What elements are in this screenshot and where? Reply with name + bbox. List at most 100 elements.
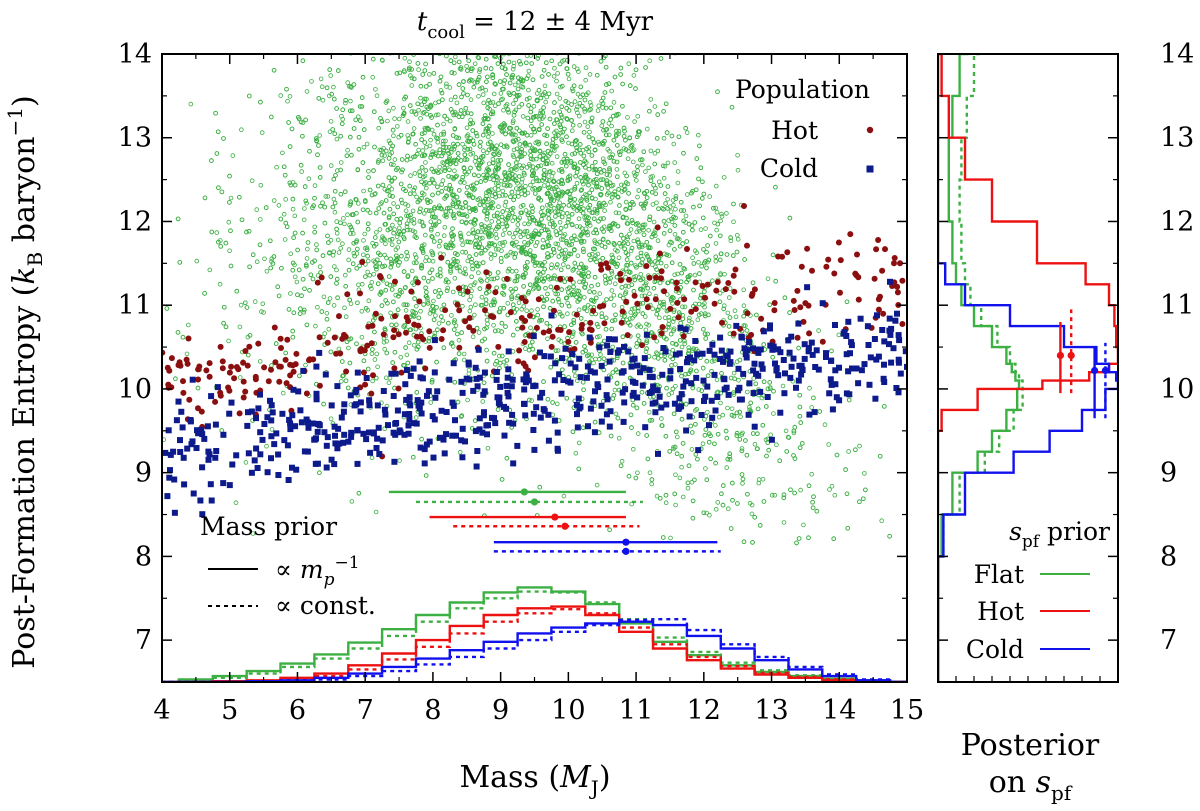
flat-sample-point <box>703 226 708 231</box>
flat-sample-point <box>729 105 735 110</box>
flat-sample-point <box>546 178 552 183</box>
flat-sample-point <box>655 112 660 117</box>
flat-sample-point <box>259 130 265 135</box>
flat-sample-point <box>556 299 562 305</box>
flat-sample-point <box>604 49 608 53</box>
flat-sample-point <box>545 239 550 245</box>
flat-sample-point <box>300 230 305 236</box>
flat-sample-point <box>452 168 457 174</box>
flat-sample-point <box>484 347 489 353</box>
flat-sample-point <box>238 302 244 308</box>
flat-sample-point <box>583 77 588 83</box>
flat-sample-point <box>423 160 428 165</box>
flat-sample-point <box>308 272 314 278</box>
flat-sample-point <box>375 364 380 370</box>
flat-sample-point <box>412 296 417 301</box>
flat-sample-point <box>403 308 409 313</box>
flat-sample-point <box>549 58 554 64</box>
flat-sample-point <box>501 107 506 113</box>
flat-sample-point <box>444 84 449 89</box>
flat-sample-point <box>693 421 698 427</box>
flat-sample-point <box>321 294 327 300</box>
flat-sample-point <box>347 360 353 366</box>
flat-sample-point <box>540 237 546 243</box>
flat-sample-point <box>619 458 625 464</box>
flat-sample-point <box>768 432 773 438</box>
flat-sample-point <box>723 428 729 434</box>
flat-sample-point <box>630 446 636 452</box>
flat-sample-point <box>597 291 602 296</box>
flat-sample-point <box>538 163 544 169</box>
flat-sample-point <box>303 362 308 368</box>
flat-sample-point <box>451 43 455 47</box>
flat-sample-point <box>497 79 503 84</box>
flat-sample-point <box>436 321 442 326</box>
flat-sample-point <box>355 201 361 206</box>
flat-sample-point <box>719 211 724 217</box>
flat-sample-point <box>317 264 323 270</box>
flat-sample-point <box>408 173 413 178</box>
flat-sample-point <box>623 199 629 205</box>
flat-sample-point <box>343 283 349 289</box>
flat-sample-point <box>427 181 432 186</box>
flat-sample-point <box>493 247 499 252</box>
flat-sample-point <box>254 207 260 212</box>
flat-sample-point <box>686 463 692 469</box>
flat-sample-point <box>822 422 828 428</box>
flat-sample-point <box>573 138 579 143</box>
flat-sample-point <box>477 69 482 74</box>
flat-sample-point <box>566 217 571 222</box>
flat-sample-point <box>724 252 730 257</box>
flat-sample-point <box>497 241 503 246</box>
flat-sample-point <box>520 43 524 47</box>
flat-sample-point <box>390 222 395 228</box>
flat-sample-point <box>371 49 375 53</box>
flat-sample-point <box>792 490 797 496</box>
flat-sample-point <box>345 212 350 218</box>
flat-sample-point <box>442 113 448 119</box>
flat-sample-point <box>489 143 495 148</box>
flat-sample-point <box>257 242 263 248</box>
flat-sample-point <box>290 206 296 212</box>
flat-sample-point <box>604 178 610 183</box>
flat-sample-point <box>529 124 534 129</box>
flat-sample-point <box>661 109 666 114</box>
flat-sample-point <box>436 219 442 224</box>
flat-sample-point <box>806 535 811 540</box>
flat-sample-point <box>411 126 417 131</box>
flat-sample-point <box>188 101 194 107</box>
flat-sample-point <box>450 289 456 295</box>
flat-sample-point <box>744 452 750 458</box>
flat-sample-point <box>629 501 634 507</box>
flat-sample-point <box>550 298 556 304</box>
flat-sample-point <box>595 282 601 288</box>
flat-sample-point <box>327 67 333 72</box>
flat-sample-point <box>598 59 604 64</box>
flat-sample-point <box>594 171 600 177</box>
flat-sample-point <box>718 251 724 257</box>
flat-sample-point <box>369 455 375 461</box>
flat-sample-point <box>292 274 298 280</box>
flat-sample-point <box>627 205 633 210</box>
flat-sample-point <box>405 360 411 366</box>
flat-sample-point <box>413 415 419 420</box>
flat-sample-point <box>656 179 662 185</box>
flat-sample-point <box>460 303 465 309</box>
flat-sample-point <box>477 202 483 208</box>
flat-sample-point <box>558 226 564 231</box>
flat-sample-point <box>702 301 707 306</box>
flat-sample-point <box>761 379 767 385</box>
flat-sample-point <box>285 98 290 104</box>
flat-sample-point <box>452 70 457 76</box>
flat-sample-point <box>571 64 577 69</box>
flat-sample-point <box>461 357 467 363</box>
flat-sample-point <box>542 83 548 89</box>
flat-sample-point <box>447 118 453 124</box>
flat-sample-point <box>562 324 567 329</box>
flat-sample-point <box>468 304 474 310</box>
flat-sample-point <box>334 106 339 111</box>
flat-sample-point <box>292 182 298 188</box>
flat-sample-point <box>635 194 640 200</box>
flat-sample-point <box>505 107 511 112</box>
